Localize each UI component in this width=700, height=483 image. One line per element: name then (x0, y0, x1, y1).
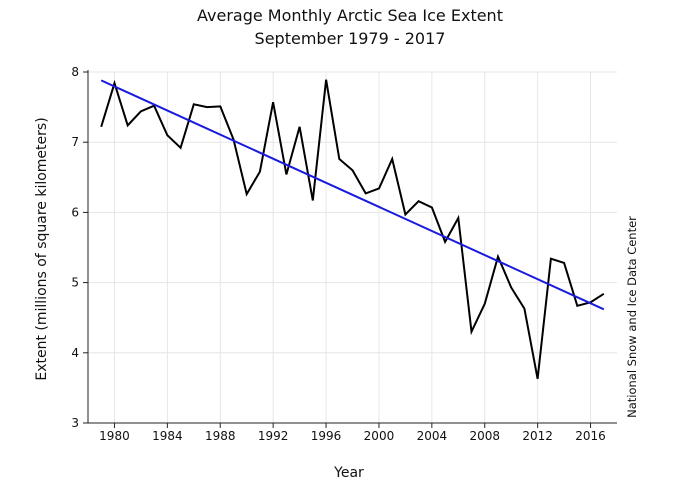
chart-subtitle: September 1979 - 2017 (254, 29, 446, 48)
x-tick-label: 1980 (99, 429, 130, 443)
y-tick-label: 8 (71, 65, 79, 79)
axes: 3 4 5 6 7 8 1980 1984 1988 1992 1996 2000 2004 2008 20… (71, 65, 617, 443)
x-tick-label: 2012 (522, 429, 553, 443)
x-tick-label: 1984 (152, 429, 183, 443)
x-tick-label: 1992 (258, 429, 289, 443)
credit-label: National Snow and Ice Data Center (625, 216, 639, 418)
x-axis-title: Year (333, 465, 364, 481)
trend-line (100, 79, 605, 311)
chart-title: Average Monthly Arctic Sea Ice Extent (197, 6, 503, 25)
grid (88, 71, 617, 424)
x-tick-label: 2008 (469, 429, 500, 443)
x-tick-label: 2000 (364, 429, 395, 443)
x-tick-label: 2016 (575, 429, 606, 443)
y-tick-label: 3 (71, 416, 79, 430)
series (100, 79, 605, 379)
y-tick-label: 7 (71, 135, 79, 149)
y-axis-title: Extent (millions of square kilometers) (34, 117, 50, 380)
x-tick-label: 1988 (205, 429, 236, 443)
y-tick-label: 6 (71, 205, 79, 219)
extent-line (100, 79, 605, 379)
x-tick-label: 2004 (417, 429, 448, 443)
y-tick-label: 4 (71, 346, 79, 360)
y-tick-label: 5 (71, 276, 79, 290)
x-tick-label: 1996 (311, 429, 342, 443)
